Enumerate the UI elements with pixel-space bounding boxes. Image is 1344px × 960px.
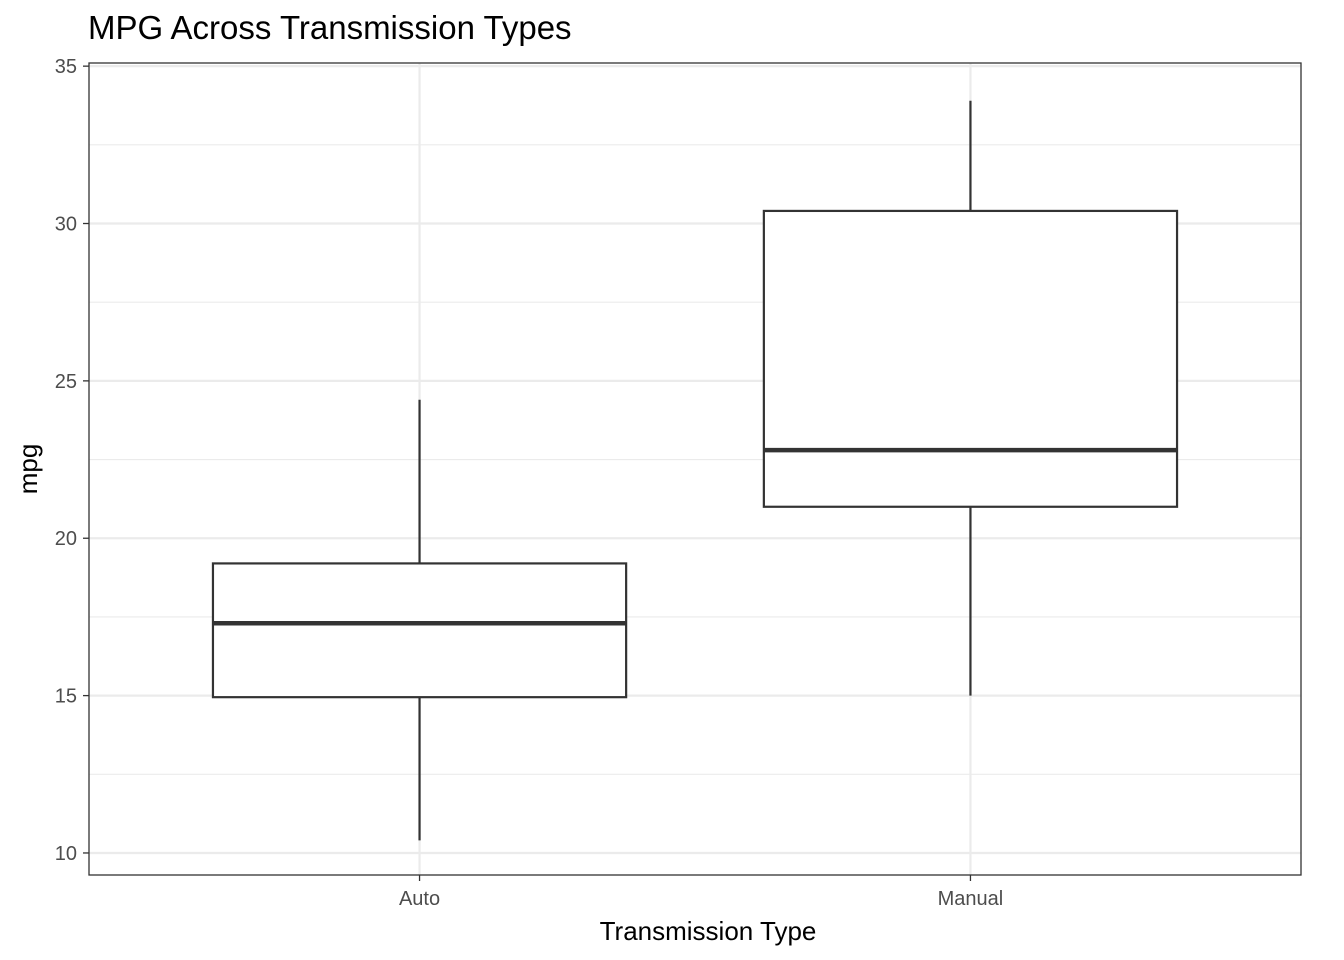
x-tick-label: Auto xyxy=(399,888,440,910)
panel-border xyxy=(88,62,1302,876)
axes: 10 15 20 25 30 35 Auto Manual xyxy=(55,56,1004,910)
y-tick-label: 35 xyxy=(55,56,77,78)
x-axis-title: Transmission Type xyxy=(600,916,817,946)
y-tick-label: 20 xyxy=(55,528,77,550)
y-tick-label: 15 xyxy=(55,686,77,708)
box-group-auto xyxy=(211,399,628,841)
chart-title: MPG Across Transmission Types xyxy=(88,9,572,46)
y-tick-label: 30 xyxy=(55,214,77,236)
box-group-manual xyxy=(762,100,1179,696)
y-tick-label: 25 xyxy=(55,371,77,393)
box-iqr xyxy=(762,209,1179,508)
box-plots xyxy=(211,100,1179,841)
y-tick-label: 10 xyxy=(55,843,77,865)
box-iqr xyxy=(211,562,628,699)
y-axis-title: mpg xyxy=(13,444,43,495)
x-tick-label: Manual xyxy=(938,888,1004,910)
